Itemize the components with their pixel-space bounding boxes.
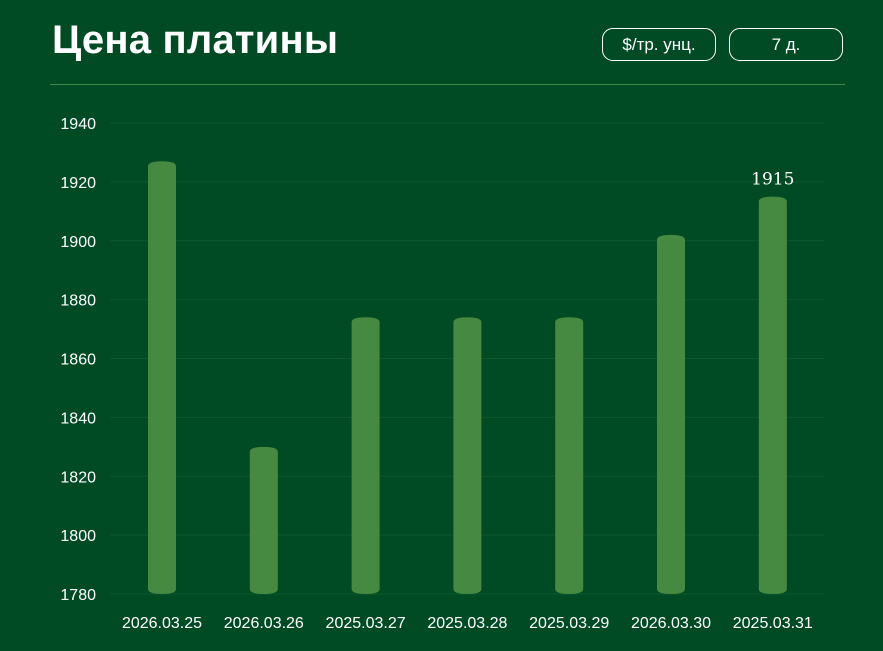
bar: [249, 446, 278, 594]
chart-title: Цена платины: [52, 18, 339, 62]
x-tick-label: 2025.03.28: [427, 615, 507, 632]
y-tick-label: 1840: [60, 410, 96, 427]
data-labels: 1915: [751, 170, 794, 190]
y-tick-label: 1900: [60, 234, 96, 251]
unit-selector-button[interactable]: $/тр. унц.: [602, 28, 716, 61]
x-tick-label: 2026.03.26: [224, 615, 304, 632]
y-tick-label: 1800: [60, 528, 96, 545]
x-tick-label: 2025.03.27: [326, 615, 406, 632]
y-tick-label: 1860: [60, 352, 96, 369]
y-tick-label: 1940: [60, 116, 96, 133]
bar: [555, 317, 584, 594]
bar: [453, 317, 482, 594]
y-tick-label: 1880: [60, 293, 96, 310]
x-tick-label: 2026.03.25: [122, 615, 202, 632]
bar: [148, 161, 176, 595]
x-tick-label: 2025.03.29: [529, 615, 609, 632]
header-divider: [50, 84, 845, 85]
bar: [758, 196, 787, 594]
y-tick-label: 1820: [60, 469, 96, 486]
y-tick-label: 1920: [60, 175, 96, 192]
bar: [657, 234, 685, 595]
y-axis-ticks: 1780 1800 1820 1840 1860 1880 1900 1920 1940: [60, 116, 96, 604]
period-selector-button[interactable]: 7 д.: [729, 28, 843, 61]
y-tick-label: 1780: [60, 587, 96, 604]
x-axis-ticks: 2026.03.25 2026.03.26 2025.03.27 2025.03.28…: [122, 615, 813, 632]
x-tick-label: 2025.03.31: [733, 615, 813, 632]
bar: [351, 317, 380, 594]
x-tick-label: 2026.03.30: [631, 615, 711, 632]
bars: [148, 161, 787, 595]
bar-value-label: 1915: [751, 170, 794, 190]
